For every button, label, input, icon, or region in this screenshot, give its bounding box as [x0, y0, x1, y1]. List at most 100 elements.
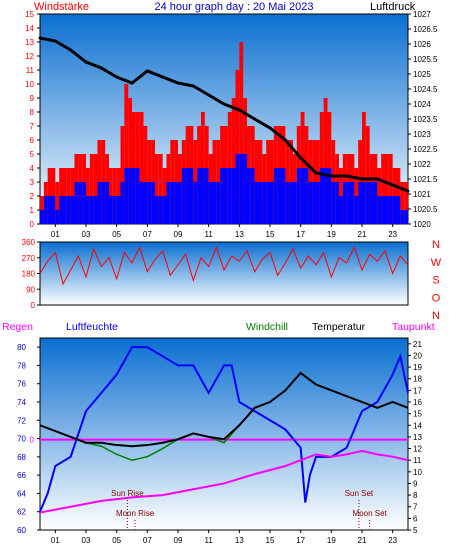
wind-avg-bar — [350, 182, 355, 224]
wind-avg-bar — [166, 182, 171, 224]
wind-gust-bar — [323, 98, 328, 224]
temperature-tick-label: 18 — [413, 375, 422, 384]
wind-x-tick-label: 21 — [358, 230, 367, 239]
wind-x-tick-label: 05 — [112, 230, 121, 239]
pressure-point — [161, 75, 165, 79]
wind-avg-bar — [216, 182, 221, 224]
humidity-line — [39, 346, 409, 513]
pressure-right-tick-label: 1020.5 — [413, 205, 438, 214]
temperature-tick-label: 9 — [413, 479, 418, 488]
wind-x-tick-label: 19 — [327, 230, 336, 239]
pressure-point — [283, 138, 287, 142]
wind-avg-bar — [293, 182, 297, 224]
wind-avg-bar — [128, 168, 132, 224]
wind-avg-bar — [86, 196, 90, 224]
temp-x-tick-label: 21 — [358, 536, 367, 545]
direction-plot-area — [39, 241, 409, 306]
direction-tick-label: 90 — [26, 285, 35, 294]
temperature-tick-label: 15 — [413, 410, 422, 419]
wind-left-tick-label: 2 — [30, 192, 35, 201]
wind-avg-bar — [396, 196, 401, 224]
sun-moon-label: Sun Set — [345, 489, 374, 498]
wind-avg-bar — [89, 196, 94, 224]
wind-gust-bar — [381, 154, 385, 224]
wind-avg-bar — [139, 182, 144, 224]
wind-avg-bar — [162, 196, 167, 224]
wind-avg-bar — [97, 182, 102, 224]
wind-avg-bar — [339, 196, 343, 224]
direction-tick-label: 0 — [31, 301, 36, 310]
wind-avg-bar — [308, 182, 313, 224]
wind-avg-bar — [404, 210, 408, 224]
wind-left-tick-label: 11 — [26, 66, 35, 75]
wind-gust-bar — [385, 154, 389, 224]
wind-gust-bar — [239, 42, 244, 224]
pressure-right-tick-label: 1022 — [413, 160, 431, 169]
wind-avg-bar — [116, 196, 121, 224]
wind-x-tick-label: 07 — [143, 230, 152, 239]
pressure-point — [268, 126, 272, 130]
pressure-point — [391, 183, 395, 187]
wind-avg-bar — [281, 168, 286, 224]
wind-gust-bar — [231, 98, 236, 224]
temp-x-tick-label: 01 — [51, 536, 60, 545]
wind-avg-bar — [174, 182, 178, 224]
pressure-right-tick-label: 1025.5 — [413, 55, 438, 64]
wind-avg-bar — [151, 182, 155, 224]
wind-avg-bar — [273, 168, 278, 224]
humidity-tick-label: 66 — [17, 471, 26, 480]
pressure-right-tick-label: 1023.5 — [413, 115, 438, 124]
wind-gust-bar — [143, 126, 148, 224]
wind-avg-bar — [143, 182, 148, 224]
wind-gust-bar — [388, 154, 393, 224]
wind-left-tick-label: 5 — [30, 150, 35, 159]
wind-avg-bar — [101, 182, 106, 224]
wind-x-tick-label: 03 — [82, 230, 91, 239]
series-label: Taupunkt — [392, 321, 435, 333]
temperature-tick-label: 20 — [413, 351, 422, 360]
pressure-point — [345, 174, 349, 178]
wind-avg-bar — [231, 168, 236, 224]
wind-avg-bar — [51, 196, 56, 224]
wind-avg-bar — [250, 168, 255, 224]
wind-avg-bar — [204, 168, 209, 224]
pressure-right-tick-label: 1023 — [413, 130, 431, 139]
temperature-tick-label: 10 — [413, 468, 422, 477]
temperature-tick-label: 6 — [413, 514, 418, 523]
temperature-tick-label: 12 — [413, 445, 422, 454]
pressure-point — [191, 84, 195, 88]
pressure-right-tick-label: 1025 — [413, 70, 431, 79]
wind-avg-bar — [388, 196, 393, 224]
compass-label: S — [432, 275, 439, 287]
rain-zero-label: 0 — [30, 436, 35, 445]
wind-avg-bar — [74, 182, 79, 224]
direction-tick-label: 360 — [22, 238, 36, 247]
wind-avg-bar — [377, 196, 382, 224]
wind-left-tick-label: 3 — [30, 178, 35, 187]
series-label: Regen — [2, 321, 33, 333]
wind-x-tick-label: 15 — [266, 230, 275, 239]
wind-left-tick-label: 15 — [25, 10, 34, 19]
pressure-point — [406, 189, 410, 193]
wind-avg-bar — [201, 168, 205, 224]
wind-gust-bar — [235, 70, 240, 224]
wind-gust-bar — [404, 182, 408, 224]
temp-x-tick-label: 03 — [82, 536, 91, 545]
header-left-label: Windstärke — [34, 1, 89, 13]
pressure-point — [207, 93, 211, 97]
humidity-tick-label: 64 — [17, 489, 26, 498]
wind-avg-bar — [70, 196, 75, 224]
wind-gust-bar — [120, 126, 125, 224]
wind-avg-bar — [135, 168, 140, 224]
humidity-tick-label: 60 — [17, 526, 26, 535]
wind-avg-bar — [181, 168, 186, 224]
wind-left-tick-label: 6 — [30, 136, 35, 145]
temp-x-tick-label: 11 — [205, 536, 214, 545]
temperature-tick-label: 16 — [413, 398, 422, 407]
wind-avg-bar — [373, 182, 378, 224]
pressure-point — [53, 39, 57, 43]
wind-gust-bar — [155, 154, 159, 224]
wind-avg-bar — [59, 196, 63, 224]
wind-avg-bar — [335, 182, 339, 224]
